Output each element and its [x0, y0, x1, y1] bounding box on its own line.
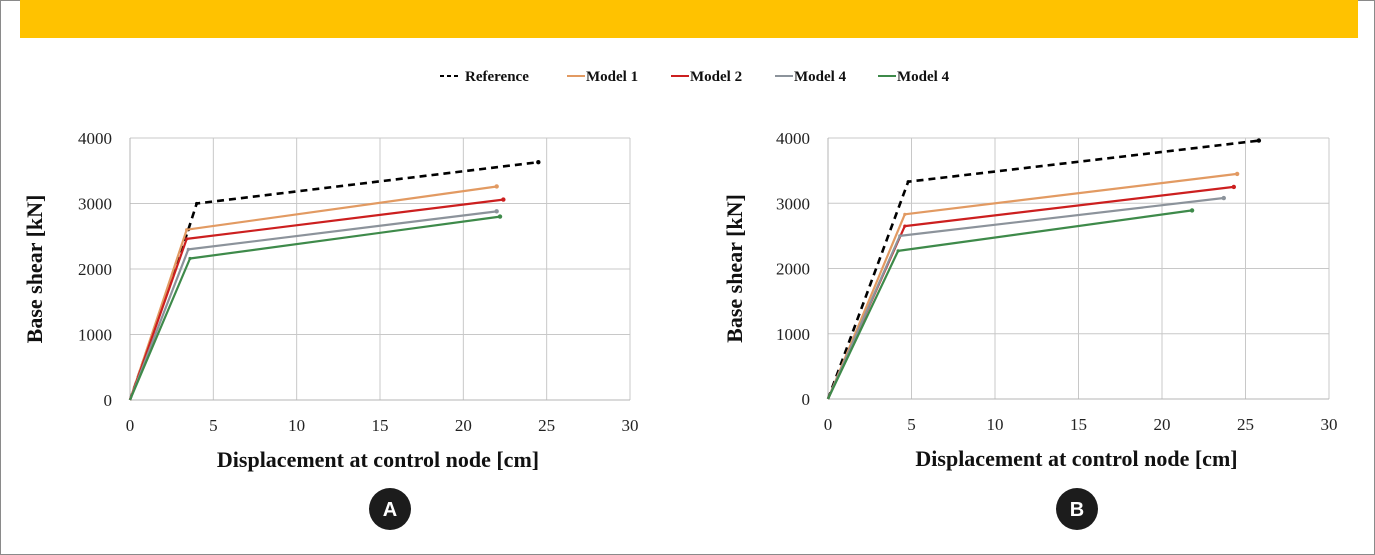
- series-point-4: [1221, 195, 1226, 201]
- series-point-2: [494, 184, 499, 189]
- series-point-3: [185, 237, 189, 241]
- x-tick-label: 0: [126, 416, 135, 435]
- x-axis-label: Displacement at control node [cm]: [217, 447, 539, 472]
- series-point-4: [494, 209, 499, 214]
- x-tick-label: 5: [907, 415, 916, 434]
- x-axis-label: Displacement at control node [cm]: [915, 446, 1237, 471]
- y-axis-label: Base shear [kN]: [22, 195, 47, 344]
- series-point-3: [1231, 184, 1237, 190]
- legend: Reference Model 1 Model 2 Model 4 Model 4: [440, 69, 950, 85]
- x-tick-label: 0: [824, 415, 833, 434]
- y-tick-label: 1000: [776, 325, 810, 344]
- series-line-5: [827, 209, 1193, 400]
- x-tick-label: 15: [1070, 415, 1087, 434]
- legend-label-4: Model 4: [794, 69, 847, 85]
- y-tick-label: 2000: [776, 260, 810, 279]
- legend-label-5: Model 4: [897, 69, 950, 85]
- series-point-4: [186, 247, 190, 251]
- series-line-3: [826, 185, 1234, 400]
- x-tick-label: 20: [455, 416, 472, 435]
- series-line-1: [128, 160, 539, 401]
- legend-label-2: Model 1: [586, 69, 638, 85]
- x-tick-label: 20: [1154, 415, 1171, 434]
- series-line-4: [826, 196, 1224, 400]
- series-point-2: [1234, 171, 1240, 177]
- panel-badge: [369, 488, 411, 530]
- x-tick-label: 10: [987, 415, 1004, 434]
- x-tick-label: 25: [1237, 415, 1254, 434]
- series-point-1: [536, 160, 541, 165]
- series-point-1: [195, 201, 199, 206]
- y-tick-label: 4000: [78, 129, 112, 148]
- legend-label-1: Reference: [465, 69, 529, 85]
- series-point-5: [497, 214, 503, 219]
- panel-badge-label: B: [1070, 499, 1084, 521]
- y-tick-label: 0: [104, 391, 113, 410]
- series-point-3: [903, 224, 907, 228]
- series-point-2: [903, 212, 907, 216]
- y-tick-label: 0: [802, 390, 811, 409]
- y-tick-label: 3000: [776, 194, 810, 213]
- x-tick-label: 30: [1321, 415, 1338, 434]
- y-tick-label: 2000: [78, 260, 112, 279]
- y-tick-label: 1000: [78, 326, 112, 345]
- series-point-1: [906, 180, 910, 184]
- panels: 0 5 10 15 20 25 3001000200030004000Displacemen…: [22, 129, 1338, 530]
- series-point-5: [188, 256, 192, 261]
- legend-label-3: Model 2: [690, 69, 742, 85]
- series-point-1: [1256, 138, 1262, 143]
- header-banner: [20, 0, 1358, 38]
- panel-b: 0 5 10 15 20 25 30 0 1000 2000 3000 4000 Displacemen…: [722, 129, 1338, 530]
- series-line-2: [826, 172, 1238, 400]
- y-tick-label: 3000: [78, 195, 112, 214]
- series-point-2: [185, 228, 189, 232]
- panel-badge-label: A: [383, 499, 397, 521]
- y-axis-label: Base shear [kN]: [722, 194, 747, 343]
- x-tick-label: 15: [372, 416, 389, 435]
- series-point-3: [501, 197, 506, 202]
- x-tick-label: 5: [209, 416, 218, 435]
- panel-badge: [1056, 488, 1098, 530]
- x-tick-label: 30: [622, 416, 639, 435]
- x-tick-label: 10: [288, 416, 305, 435]
- panel-a: 0 5 10 15 20 25 30 0 1000 2000 3000 4000 Displacemen…: [22, 129, 639, 530]
- series-point-5: [896, 249, 900, 253]
- series-point-4: [898, 234, 902, 238]
- series-point-5: [1189, 208, 1195, 213]
- x-tick-label: 25: [538, 416, 555, 435]
- y-tick-label: 4000: [776, 129, 810, 148]
